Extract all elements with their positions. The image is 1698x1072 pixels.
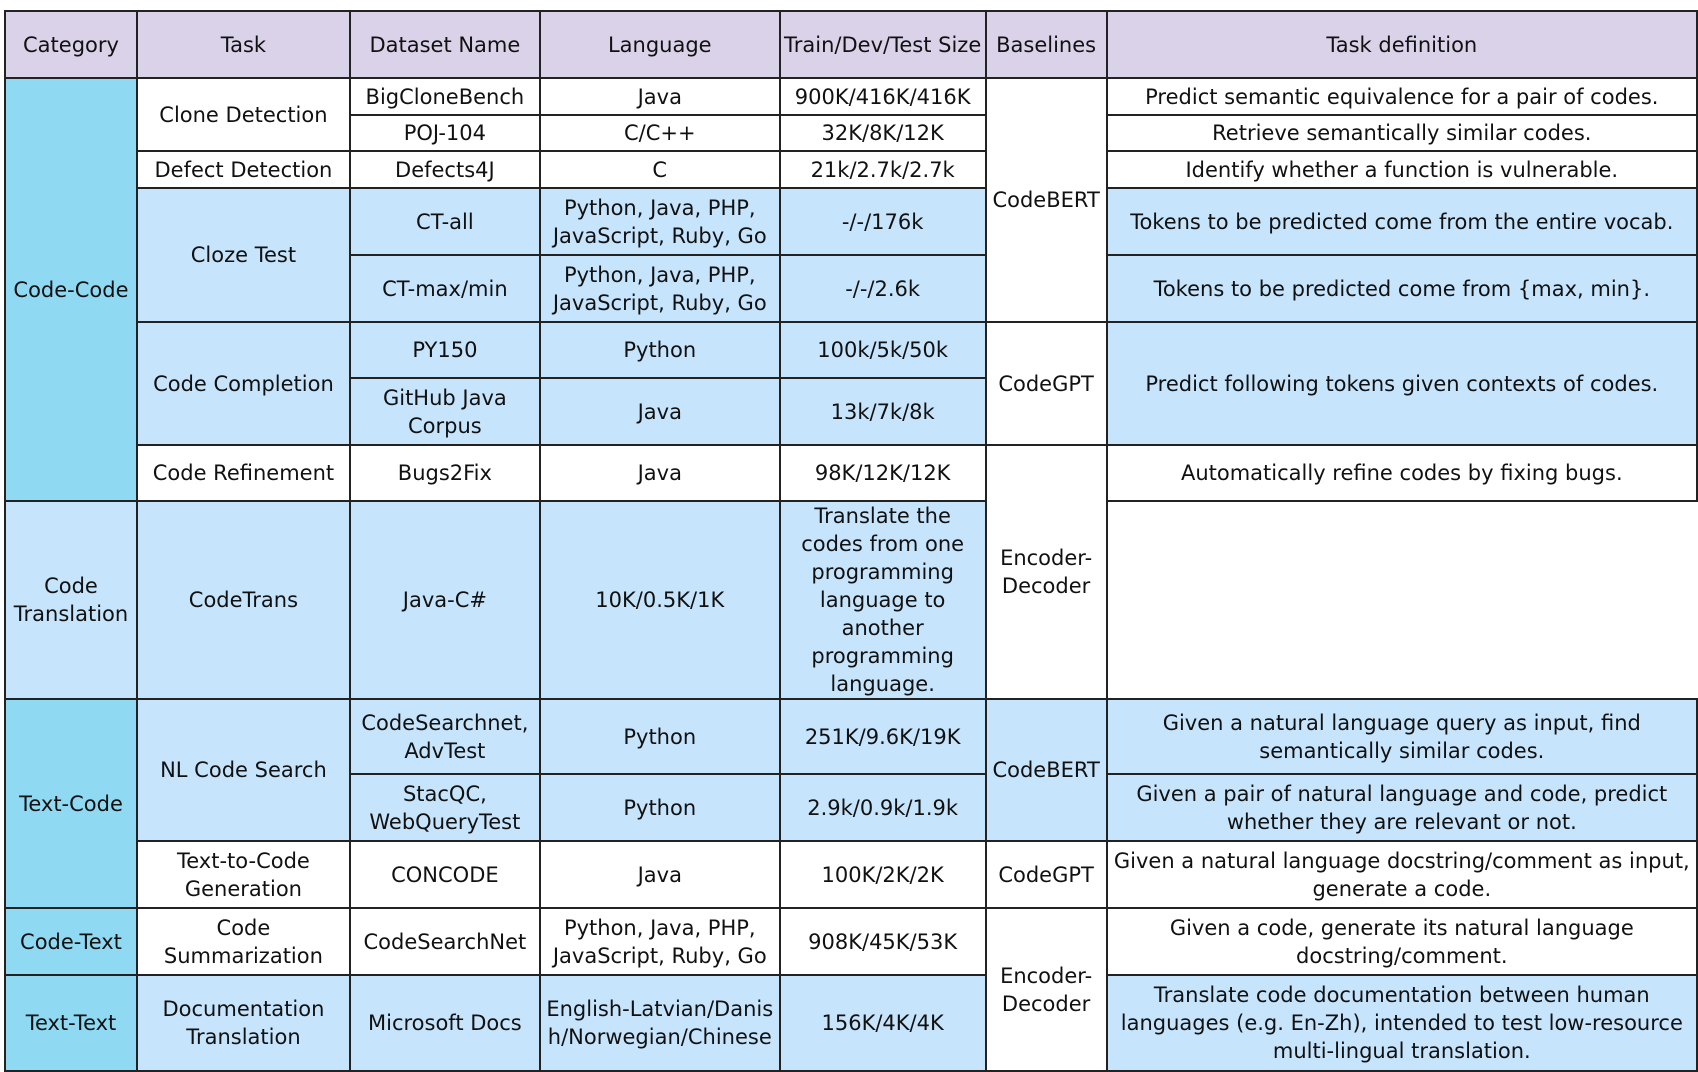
table-row: Code Refinement Bugs2Fix Java 98K/12K/12… <box>5 444 1698 700</box>
dataset-cell: Bugs2Fix <box>348 444 541 502</box>
table-row: StacQC, WebQueryTest Python 2.9k/0.9k/1.… <box>5 773 1698 842</box>
size-cell: 10K/0.5K/1K <box>538 500 781 700</box>
header-definition: Task definition <box>1105 10 1698 79</box>
size-cell: 900K/416K/416K <box>778 77 987 116</box>
language-cell: Java <box>538 377 781 446</box>
table-row: Text-Code NL Code Search CodeSearchnet, … <box>4 698 1698 909</box>
definition-cell: Automatically refine codes by fixing bug… <box>1105 444 1698 502</box>
language-cell: Python <box>538 773 781 842</box>
definition-cell: Given a pair of natural language and cod… <box>1105 773 1698 842</box>
table-row: GitHub Java Corpus Java 13k/7k/8k <box>5 377 1697 446</box>
dataset-cell: Microsoft Docs <box>348 974 541 1072</box>
header-task: Task <box>135 10 351 79</box>
dataset-cell: Defects4J <box>348 150 541 189</box>
baseline-cell: CodeBERT <box>984 698 1108 842</box>
definition-cell: Given a natural language query as input,… <box>1105 698 1698 775</box>
dataset-cell: POJ-104 <box>348 114 541 152</box>
task-cell: Code Translation <box>4 500 138 700</box>
definition-cell: Retrieve semantically similar codes. <box>1105 114 1698 152</box>
definition-cell: Identify whether a function is vulnerabl… <box>1105 150 1698 189</box>
header-row: Category Task Dataset Name Language Trai… <box>4 10 1698 79</box>
table-row: Cloze Test CT-all Python, Java, PHP, Jav… <box>5 187 1698 323</box>
size-cell: 156K/4K/4K <box>778 974 987 1072</box>
table-row: CT-max/min Python, Java, PHP, JavaScript… <box>5 254 1698 323</box>
category-cell: Code-Code <box>4 77 138 502</box>
definition-cell: Translate the codes from one programming… <box>778 500 987 700</box>
dataset-cell: CONCODE <box>348 840 541 909</box>
size-cell: 2.9k/0.9k/1.9k <box>778 773 987 842</box>
size-cell: 32K/8K/12K <box>778 114 987 152</box>
language-cell: Python, Java, PHP, JavaScript, Ruby, Go <box>538 187 781 256</box>
definition-cell: Tokens to be predicted come from the ent… <box>1105 187 1698 256</box>
language-cell: Java <box>538 444 781 502</box>
dataset-cell: BigCloneBench <box>348 77 541 116</box>
definition-cell: Given a natural language docstring/comme… <box>1105 840 1698 909</box>
table-row: Text-Text Documentation Translation Micr… <box>4 974 1698 1072</box>
size-cell: 251K/9.6K/19K <box>778 698 987 775</box>
header-dataset: Dataset Name <box>348 10 541 79</box>
size-cell: 13k/7k/8k <box>778 377 987 446</box>
table-row: Code Completion PY150 Python 100k/5k/50k… <box>5 321 1698 446</box>
language-cell: Java <box>538 840 781 909</box>
language-cell: Python, Java, PHP, JavaScript, Ruby, Go <box>538 907 781 976</box>
table-row: POJ-104 C/C++ 32K/8K/12K Retrieve semant… <box>5 114 1698 152</box>
size-cell: -/-/2.6k <box>778 254 987 323</box>
header-category: Category <box>4 10 138 79</box>
dataset-cell: CodeTrans <box>135 500 351 700</box>
definition-cell: Predict semantic equivalence for a pair … <box>1105 77 1698 116</box>
size-cell: 98K/12K/12K <box>778 444 987 502</box>
table-row: Defect Detection Defects4J C 21k/2.7k/2.… <box>5 150 1698 189</box>
table-row: Code-Text Code Summarization CodeSearchN… <box>4 907 1698 1072</box>
task-cell: Code Summarization <box>135 907 351 976</box>
size-cell: -/-/176k <box>778 187 987 256</box>
task-cell: Defect Detection <box>135 150 351 189</box>
table-row: Code-Code Clone Detection BigCloneBench … <box>4 77 1698 502</box>
dataset-cell: CT-all <box>348 187 541 256</box>
language-cell: C <box>538 150 781 189</box>
header-language: Language <box>538 10 781 79</box>
category-cell: Text-Text <box>4 974 138 1072</box>
language-cell: English-Latvian/Danish/Norwegian/Chinese <box>538 974 781 1072</box>
task-cell: Clone Detection <box>135 77 351 152</box>
dataset-cell: CodeSearchnet, AdvTest <box>348 698 541 775</box>
baseline-cell: Encoder-Decoder <box>984 444 1108 700</box>
size-cell: 21k/2.7k/2.7k <box>778 150 987 189</box>
task-cell: Text-to-Code Generation <box>135 840 351 909</box>
task-cell: Cloze Test <box>135 187 351 323</box>
table-row: Code Translation CodeTrans Java-C# 10K/0… <box>4 500 1697 700</box>
header-size: Train/Dev/Test Size <box>778 10 987 79</box>
task-cell: Documentation Translation <box>135 974 351 1072</box>
size-cell: 908K/45K/53K <box>778 907 987 976</box>
dataset-cell: PY150 <box>348 321 541 379</box>
language-cell: Python, Java, PHP, JavaScript, Ruby, Go <box>538 254 781 323</box>
task-cell: NL Code Search <box>135 698 351 842</box>
header-baselines: Baselines <box>984 10 1108 79</box>
dataset-cell: StacQC, WebQueryTest <box>348 773 541 842</box>
definition-cell: Predict following tokens given contexts … <box>1105 321 1698 446</box>
baseline-cell: Encoder-Decoder <box>984 907 1108 1072</box>
dataset-cell: GitHub Java Corpus <box>348 377 541 446</box>
task-cell: Code Refinement <box>135 444 351 502</box>
dataset-cell: CT-max/min <box>348 254 541 323</box>
category-cell: Code-Text <box>4 907 138 976</box>
definition-cell: Given a code, generate its natural langu… <box>1105 907 1698 976</box>
language-cell: Java <box>538 77 781 116</box>
task-cell: Code Completion <box>135 321 351 446</box>
dataset-cell: CodeSearchNet <box>348 907 541 976</box>
baseline-cell: CodeGPT <box>984 321 1108 446</box>
table-row: Text-to-Code Generation CONCODE Java 100… <box>5 840 1698 909</box>
definition-cell: Translate code documentation between hum… <box>1105 974 1698 1072</box>
size-cell: 100k/5k/50k <box>778 321 987 379</box>
category-cell: Text-Code <box>4 698 138 909</box>
size-cell: 100K/2K/2K <box>778 840 987 909</box>
dataset-table: Category Task Dataset Name Language Trai… <box>4 10 1698 1072</box>
definition-cell: Tokens to be predicted come from {max, m… <box>1105 254 1698 323</box>
language-cell: Python <box>538 321 781 379</box>
language-cell: C/C++ <box>538 114 781 152</box>
baseline-cell: CodeGPT <box>984 840 1108 909</box>
language-cell: Python <box>538 698 781 775</box>
baseline-cell: CodeBERT <box>984 77 1108 323</box>
language-cell: Java-C# <box>348 500 541 700</box>
